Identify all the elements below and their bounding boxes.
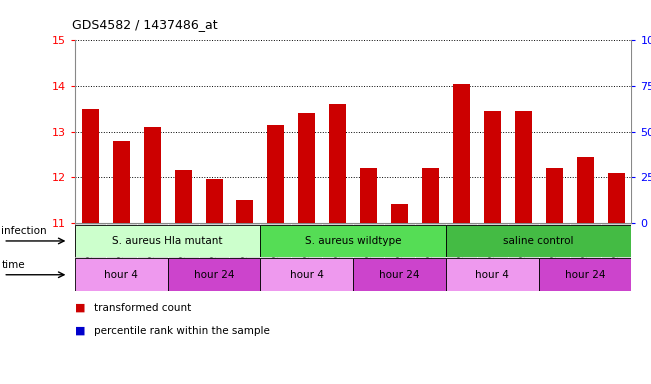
Text: infection: infection: [1, 226, 47, 237]
Point: [301, 41, 312, 47]
Text: percentile rank within the sample: percentile rank within the sample: [94, 326, 270, 336]
Text: GSM933061: GSM933061: [178, 224, 187, 275]
Point: [580, 46, 590, 53]
Bar: [75, 223, 105, 259]
Text: S. aureus wildtype: S. aureus wildtype: [305, 236, 402, 246]
Text: GSM933059: GSM933059: [581, 224, 590, 275]
Bar: [329, 104, 346, 223]
Bar: [75, 225, 260, 257]
Text: time: time: [1, 260, 25, 270]
Text: GSM933063: GSM933063: [240, 224, 249, 275]
Bar: [206, 179, 223, 223]
Bar: [422, 168, 439, 223]
Point: [395, 70, 405, 76]
Text: GSM933069: GSM933069: [519, 224, 528, 275]
Bar: [168, 258, 260, 291]
Text: GSM933071: GSM933071: [117, 224, 126, 275]
Text: GDS4582 / 1437486_at: GDS4582 / 1437486_at: [72, 18, 217, 31]
Bar: [82, 109, 99, 223]
Bar: [113, 141, 130, 223]
Text: GSM933066: GSM933066: [426, 224, 435, 275]
Text: GSM933068: GSM933068: [488, 224, 497, 275]
Bar: [353, 258, 446, 291]
Text: GSM933062: GSM933062: [210, 224, 219, 275]
Bar: [446, 258, 539, 291]
Text: saline control: saline control: [503, 236, 574, 246]
Bar: [260, 258, 353, 291]
Point: [116, 41, 126, 47]
Bar: [260, 225, 446, 257]
Bar: [477, 223, 508, 259]
Bar: [298, 113, 315, 223]
Point: [518, 45, 529, 51]
Bar: [360, 168, 377, 223]
Text: ■: ■: [75, 303, 85, 313]
Text: ■: ■: [75, 326, 85, 336]
Bar: [515, 111, 532, 223]
Bar: [577, 157, 594, 223]
Point: [147, 46, 158, 53]
Point: [425, 46, 436, 53]
Text: hour 4: hour 4: [104, 270, 138, 280]
Bar: [453, 84, 470, 223]
Text: hour 4: hour 4: [475, 270, 509, 280]
Text: GSM933060: GSM933060: [611, 224, 620, 275]
Point: [209, 65, 219, 71]
Bar: [137, 223, 168, 259]
Text: GSM933070: GSM933070: [86, 224, 95, 275]
Bar: [106, 223, 137, 259]
Text: GSM933072: GSM933072: [148, 224, 157, 275]
Text: GSM933075: GSM933075: [333, 224, 342, 275]
Point: [271, 43, 281, 49]
Bar: [446, 225, 631, 257]
Point: [333, 43, 343, 49]
Bar: [144, 127, 161, 223]
Bar: [75, 258, 168, 291]
Bar: [353, 223, 384, 259]
Bar: [230, 223, 260, 259]
Text: hour 4: hour 4: [290, 270, 324, 280]
Bar: [607, 172, 624, 223]
Bar: [292, 223, 322, 259]
Point: [487, 43, 497, 49]
Text: GSM933073: GSM933073: [271, 224, 281, 275]
Bar: [415, 223, 446, 259]
Bar: [236, 200, 253, 223]
Text: hour 24: hour 24: [380, 270, 420, 280]
Point: [456, 41, 467, 47]
Text: hour 24: hour 24: [194, 270, 234, 280]
Point: [85, 41, 96, 47]
Point: [611, 56, 621, 62]
Point: [240, 43, 250, 49]
Text: GSM933067: GSM933067: [457, 224, 466, 275]
Bar: [539, 258, 631, 291]
Point: [549, 46, 559, 53]
Point: [178, 56, 188, 62]
Point: [363, 46, 374, 53]
Bar: [174, 170, 191, 223]
Bar: [570, 223, 600, 259]
Bar: [199, 223, 230, 259]
Bar: [484, 111, 501, 223]
Text: GSM933058: GSM933058: [549, 224, 559, 275]
Bar: [546, 168, 562, 223]
Text: GSM933065: GSM933065: [395, 224, 404, 275]
Bar: [539, 223, 570, 259]
Bar: [446, 223, 477, 259]
Text: transformed count: transformed count: [94, 303, 191, 313]
Bar: [260, 223, 292, 259]
Bar: [268, 125, 284, 223]
Text: GSM933064: GSM933064: [364, 224, 373, 275]
Text: S. aureus Hla mutant: S. aureus Hla mutant: [113, 236, 223, 246]
Bar: [322, 223, 353, 259]
Bar: [391, 205, 408, 223]
Bar: [508, 223, 539, 259]
Bar: [384, 223, 415, 259]
Text: hour 24: hour 24: [565, 270, 605, 280]
Bar: [600, 223, 631, 259]
Bar: [168, 223, 199, 259]
Text: GSM933074: GSM933074: [302, 224, 311, 275]
